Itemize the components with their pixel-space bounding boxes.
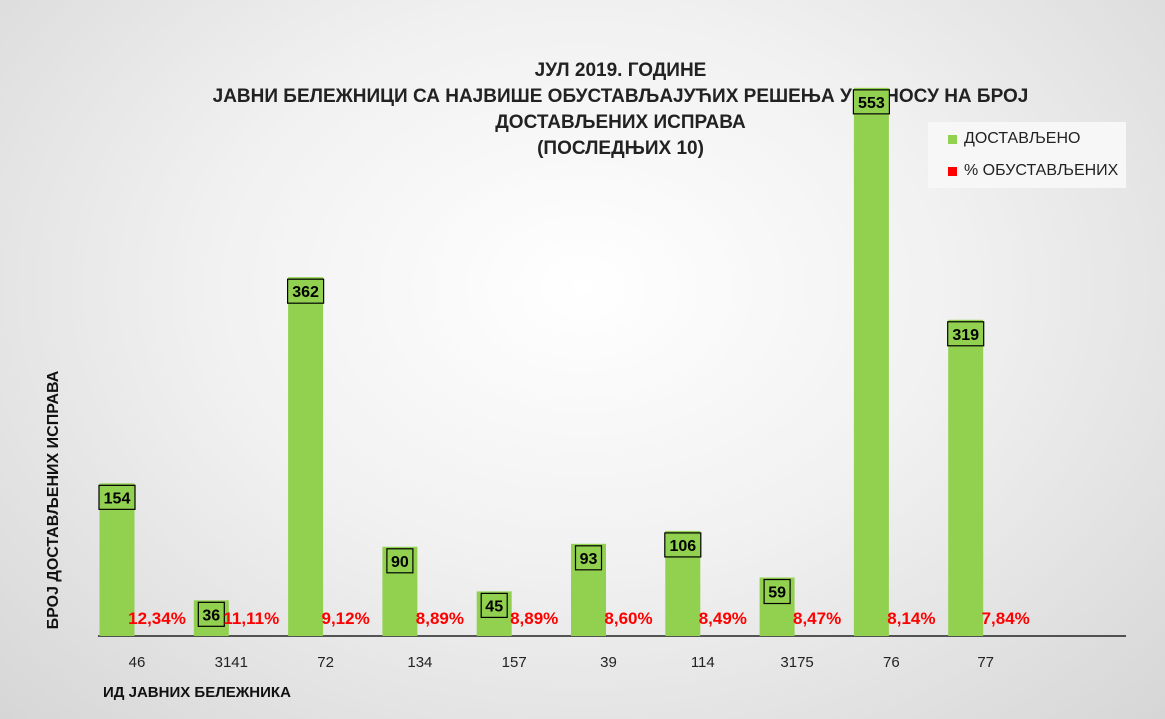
x-tick-label: 39 [600, 654, 617, 671]
legend: ДОСТАВЉЕНО % ОБУСТАВЉЕНИХ [928, 122, 1126, 188]
bar-76 [853, 87, 889, 636]
legend-label-suspended: % ОБУСТАВЉЕНИХ [964, 162, 1119, 179]
x-tick-label: 46 [129, 654, 146, 671]
bar-value-label: 36 [202, 607, 220, 624]
title-line-2: ЈАВНИ БЕЛЕЖНИЦИ СА НАЈВИШЕ ОБУСТАВЉАЈУЋИ… [212, 86, 1029, 107]
bar-label-box-3175 [763, 578, 791, 605]
bar-label-box-114 [664, 532, 702, 558]
bar-value-label: 45 [485, 598, 503, 615]
percent-label: 8,49% [699, 609, 747, 628]
x-tick-label: 72 [317, 654, 334, 671]
percent-label: 7,84% [982, 609, 1030, 628]
title-line-4: (ПОСЛЕДЊИХ 10) [537, 138, 704, 159]
percent-label: 8,60% [604, 609, 652, 628]
y-axis-label: БРОЈ ДОСТАВЉЕНИХ ИСПРАВА [45, 370, 62, 630]
x-tick-label: 77 [977, 654, 994, 671]
chart-title: ЈУЛ 2019. ГОДИНЕ ЈАВНИ БЕЛЕЖНИЦИ СА НАЈВ… [0, 58, 1165, 162]
x-tick-label: 3175 [780, 654, 813, 671]
bar-value-label: 553 [858, 95, 885, 112]
x-tick-label: 76 [883, 654, 900, 671]
x-tick-label: 114 [691, 654, 715, 671]
x-tick-label: 134 [407, 654, 432, 671]
bar-77 [948, 319, 984, 636]
bar-label-box-72 [287, 278, 325, 304]
percent-label: 8,14% [887, 609, 935, 628]
percent-label: 11,11% [223, 609, 279, 628]
x-axis-label: ИД ЈАВНИХ БЕЛЕЖНИКА [103, 684, 291, 701]
legend-swatch-delivered [948, 134, 957, 144]
bar-72 [288, 277, 324, 636]
title-line-1: ЈУЛ 2019. ГОДИНЕ [534, 60, 707, 81]
bar-value-label: 90 [391, 554, 409, 571]
legend-item-delivered: ДОСТАВЉЕНО [948, 130, 1080, 148]
legend-label-delivered: ДОСТАВЉЕНО [964, 130, 1081, 147]
x-tick-label: 3141 [215, 654, 248, 671]
legend-swatch-suspended [948, 166, 957, 176]
bar-label-box-157 [480, 592, 508, 618]
bar-value-label: 362 [292, 284, 319, 301]
bar-label-box-39 [574, 545, 603, 571]
title-line-3: ДОСТАВЉЕНИХ ИСПРАВА [495, 112, 746, 133]
bar-value-label: 93 [580, 551, 598, 568]
bar-value-label: 106 [669, 538, 696, 555]
bar-value-label: 319 [952, 327, 979, 344]
percent-label: 8,47% [793, 609, 841, 628]
percent-label: 9,12% [321, 609, 369, 628]
percent-label: 8,89% [510, 609, 558, 628]
bar-value-label: 154 [104, 490, 131, 507]
percent-label: 8,89% [416, 609, 464, 628]
bar-label-box-3141 [197, 601, 225, 627]
bar-label-box-76 [852, 89, 891, 115]
x-tick-label: 157 [502, 654, 527, 671]
percent-label: 12,34% [128, 609, 186, 628]
bar-value-label: 59 [768, 585, 786, 602]
legend-item-suspended: % ОБУСТАВЉЕНИХ [948, 162, 1118, 180]
bar-label-box-134 [386, 548, 414, 574]
bar-label-box-46 [98, 484, 136, 510]
bar-label-box-77 [947, 321, 985, 347]
